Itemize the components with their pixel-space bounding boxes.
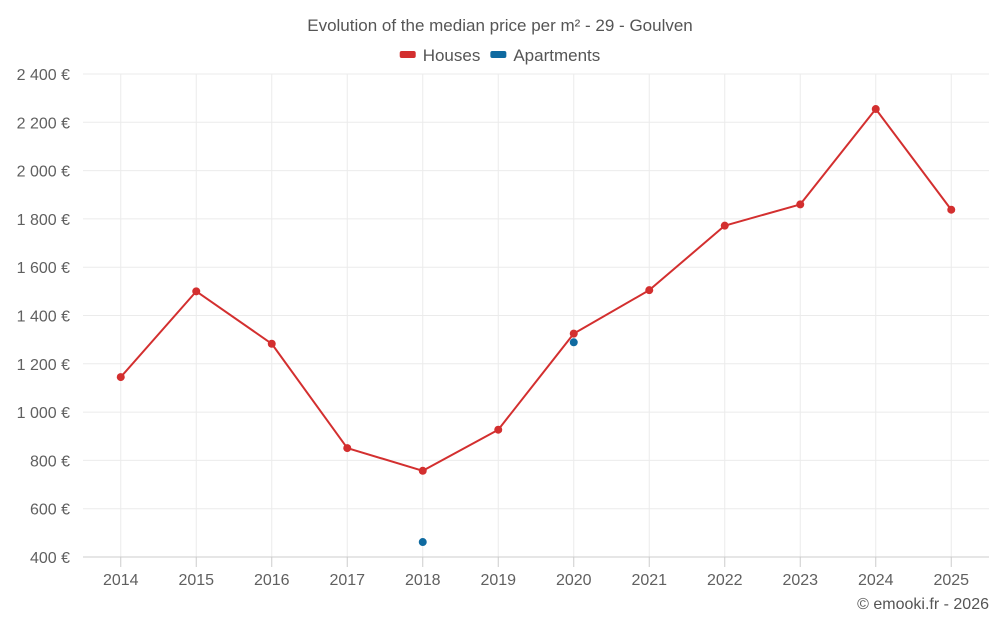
data-point[interactable] [569,338,578,347]
x-tick-label: 2020 [556,572,592,589]
x-tick-label: 2022 [707,572,743,589]
data-point[interactable] [494,425,503,434]
y-tick-label: 1 400 € [17,309,70,326]
series-layer [116,105,956,547]
y-tick-label: 400 € [30,550,70,567]
data-point[interactable] [267,339,276,348]
y-tick-label: 800 € [30,453,70,470]
series-houses [116,105,956,475]
x-tick-label: 2016 [254,572,290,589]
data-point[interactable] [720,221,729,230]
y-tick-label: 600 € [30,502,70,519]
y-tick-label: 2 200 € [17,115,70,132]
legend-item-apartments[interactable]: Apartments [490,46,600,65]
chart-legend: Houses Apartments [399,46,600,65]
axes: 400 € 600 € 800 € 1 000 € 1 200 € 1 400 € 1 60… [17,67,989,589]
y-tick-label: 2 400 € [17,67,70,84]
data-point[interactable] [418,466,427,475]
grid-lines [83,73,989,557]
data-point[interactable] [796,200,805,209]
credit-text: © emooki.fr - 2026 [857,596,989,613]
chart-title: Evolution of the median price per m² - 2… [307,16,693,35]
y-tick-label: 1 200 € [17,357,70,374]
series-apartments [418,338,578,547]
x-tick-label: 2018 [405,572,441,589]
x-tick-label: 2021 [631,572,667,589]
series-line [119,108,953,472]
legend-label: Apartments [513,46,600,65]
y-tick-label: 1 800 € [17,212,70,229]
data-point[interactable] [947,205,956,214]
legend-item-houses[interactable]: Houses [399,46,481,65]
x-tick-label: 2025 [933,572,969,589]
x-tick-label: 2017 [329,572,365,589]
data-point[interactable] [192,287,201,296]
data-point[interactable] [569,329,578,338]
x-tick-label: 2023 [782,572,818,589]
x-tick-label: 2015 [178,572,214,589]
y-tick-label: 1 000 € [17,405,70,422]
data-point[interactable] [418,538,427,547]
data-point[interactable] [343,444,352,453]
data-point[interactable] [645,286,654,295]
x-tick-label: 2024 [858,572,894,589]
legend-swatch [490,51,507,58]
data-point[interactable] [116,373,125,382]
x-tick-label: 2019 [480,572,516,589]
y-tick-label: 2 000 € [17,164,70,181]
data-point[interactable] [871,105,880,114]
legend-label: Houses [423,46,481,65]
y-tick-label: 1 600 € [17,260,70,277]
x-tick-label: 2014 [103,572,139,589]
legend-swatch [399,51,416,58]
